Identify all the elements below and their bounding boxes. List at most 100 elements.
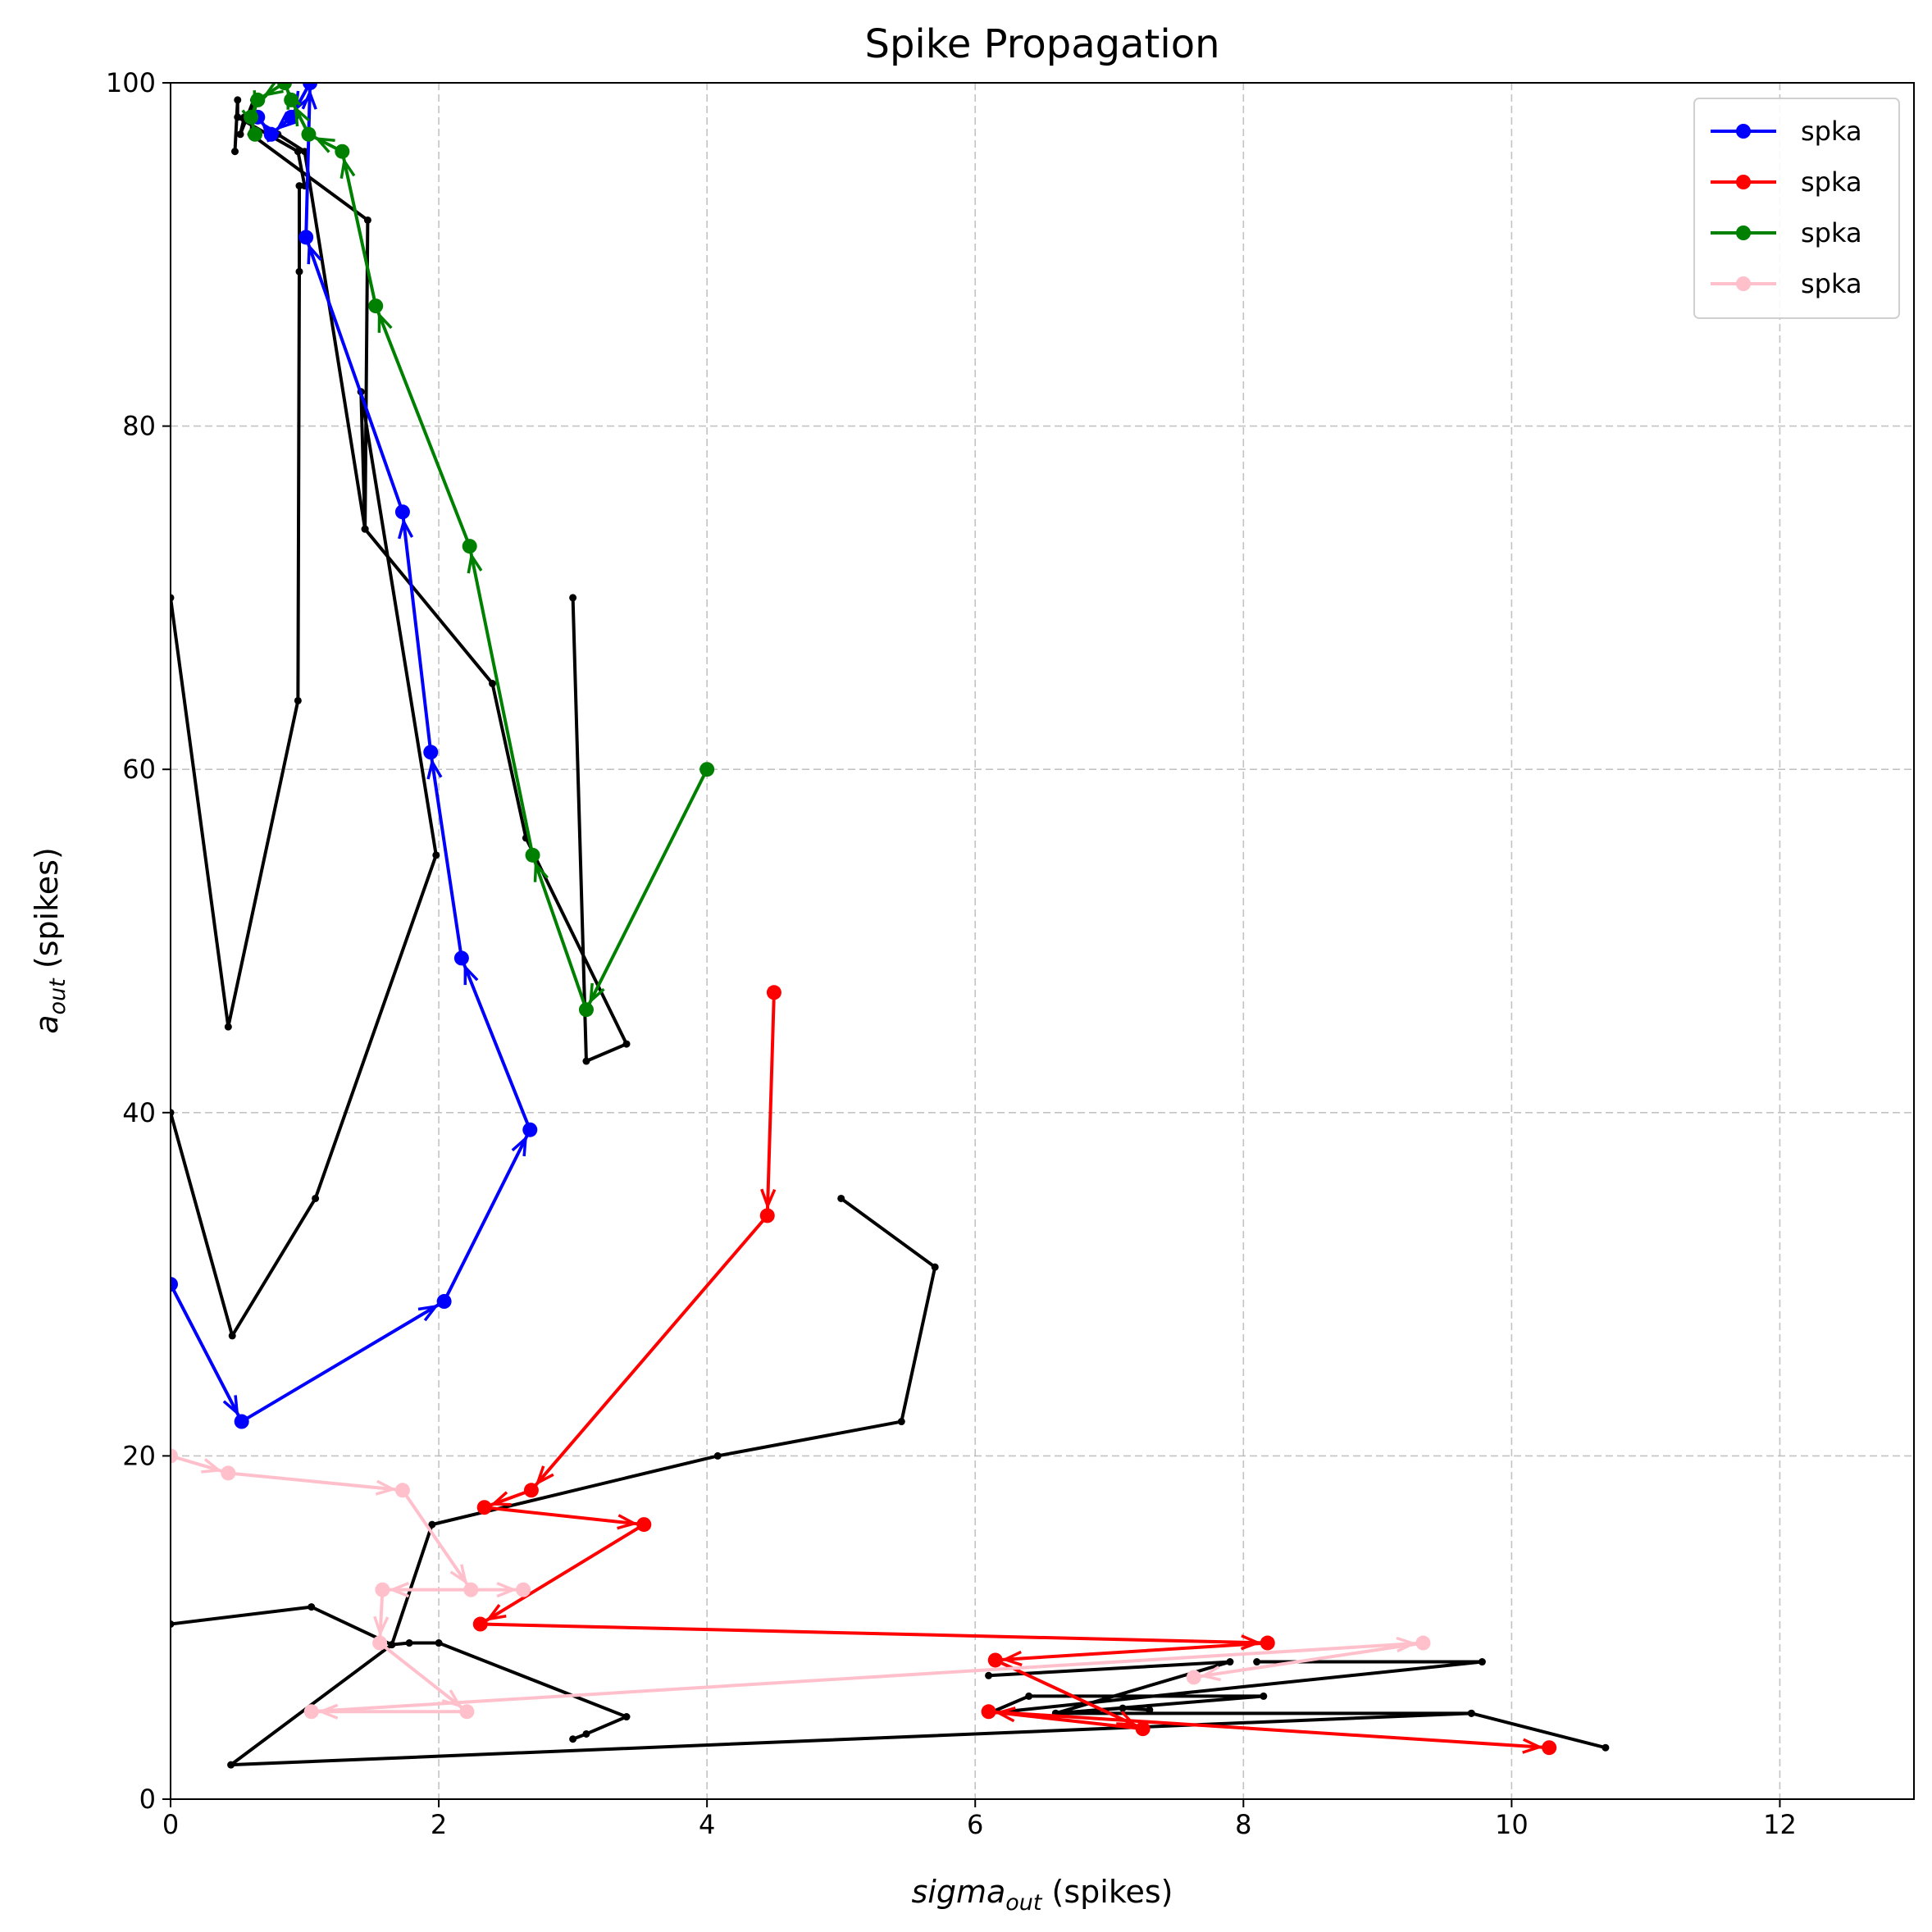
series-point (298, 230, 314, 245)
series-arrowhead (1001, 1650, 1023, 1667)
x-tick-label: 8 (1235, 1809, 1251, 1840)
background-trace-point (622, 1040, 631, 1048)
series-arrowhead (533, 860, 549, 882)
legend-label: spka (1801, 268, 1862, 299)
series-arrowhead (467, 552, 483, 574)
series-arrowhead (1240, 1634, 1262, 1651)
series-point (263, 126, 279, 142)
background-trace-point (1226, 1658, 1234, 1666)
background-trace-point (234, 113, 242, 121)
series-point (423, 745, 439, 760)
series-point (234, 1414, 249, 1429)
series-point (699, 762, 715, 777)
series-arrowhead (375, 1479, 397, 1496)
series-arrowhead (535, 1465, 554, 1486)
background-trace-point (361, 525, 369, 533)
series-arrowhead (496, 1582, 517, 1598)
series-point (303, 1704, 319, 1720)
background-trace-point (1602, 1743, 1610, 1752)
legend-label: spka (1801, 116, 1862, 147)
series-point (1415, 1635, 1431, 1651)
background-trace-point (405, 1639, 413, 1647)
y-tick-label: 0 (139, 1784, 156, 1815)
background-trace-point (1119, 1704, 1127, 1712)
series-point (462, 539, 477, 554)
series-arrowhead (222, 1395, 239, 1417)
series-point (525, 847, 540, 863)
series-point (171, 1277, 178, 1292)
series-arrowhead (490, 1491, 512, 1506)
series-point (171, 1448, 178, 1464)
y-axis-label: aout (spikes) (29, 847, 71, 1034)
background-trace-point (308, 1603, 316, 1611)
x-axis-label-sub: out (1005, 1890, 1043, 1916)
background-trace-point (582, 1057, 590, 1065)
series-point (987, 1652, 1003, 1668)
series-arrowhead (1200, 1665, 1222, 1682)
series-point (453, 950, 469, 966)
series-arrowhead (1396, 1636, 1418, 1653)
background-trace-point (227, 1761, 235, 1769)
background-trace-point (230, 148, 239, 156)
series-arrowhead (511, 1135, 528, 1157)
series-arrowhead (301, 89, 317, 110)
series-point (1542, 1740, 1557, 1756)
series-point (221, 1465, 236, 1481)
series-point (523, 1483, 539, 1498)
series-arrowhead (426, 758, 443, 780)
series-point (394, 504, 410, 520)
series-arrowhead (485, 1603, 507, 1621)
series-arrowhead (463, 964, 479, 986)
series-point (981, 1704, 996, 1720)
background-trace-line (276, 133, 629, 1064)
series-point (372, 1635, 388, 1651)
background-trace-point (234, 96, 242, 104)
y-tick-label: 40 (122, 1097, 156, 1128)
series-arrowhead (294, 105, 310, 127)
series-arrowhead (417, 1304, 440, 1322)
background-trace-point (224, 1023, 232, 1031)
x-tick-label: 6 (967, 1809, 983, 1840)
background-trace-point (1478, 1658, 1486, 1666)
background-trace-point (388, 1641, 396, 1649)
series-point (277, 83, 293, 90)
x-axis-label-suffix: (spikes) (1041, 1874, 1173, 1910)
background-trace-point (1253, 1658, 1261, 1666)
series-arrowhead (994, 1706, 1016, 1723)
background-trace-point (295, 267, 303, 276)
x-tick-label: 2 (431, 1809, 447, 1840)
gridlines (171, 83, 1914, 1799)
axis-ticks: 0 2 4 6 8 10 12 0 20 40 60 80 100 (106, 67, 1797, 1840)
series-point (394, 1483, 410, 1498)
legend-marker (1736, 175, 1751, 189)
series-arrowhead (760, 1188, 777, 1210)
series-point (303, 83, 318, 90)
y-axis-label-sub: out (45, 977, 71, 1015)
x-tick-label: 12 (1763, 1809, 1797, 1840)
series-point (250, 92, 266, 107)
series-point (463, 1582, 479, 1597)
y-axis-label-suffix: (spikes) (29, 847, 65, 978)
background-trace-point (1260, 1692, 1268, 1700)
background-trace-point (171, 1109, 175, 1117)
background-trace-point (837, 1194, 845, 1202)
series-point (284, 92, 299, 107)
background-trace-point (171, 1620, 175, 1629)
series-point (766, 985, 781, 1000)
series-point (476, 1500, 492, 1515)
x-axis-label: sigmaout (spikes) (911, 1874, 1173, 1916)
background-trace-point (931, 1263, 939, 1271)
background-trace-point (294, 696, 302, 704)
series-arrowhead (449, 1564, 468, 1585)
y-tick-label: 100 (106, 67, 156, 98)
series-point (244, 109, 259, 125)
series-point (759, 1208, 775, 1223)
background-trace-point (295, 182, 303, 190)
series-point (248, 126, 263, 142)
series-arrowhead (373, 1615, 390, 1638)
legend-marker (1736, 124, 1751, 139)
series-point (472, 1616, 488, 1632)
x-tick-label: 0 (162, 1809, 179, 1840)
background-trace-point (713, 1451, 722, 1460)
